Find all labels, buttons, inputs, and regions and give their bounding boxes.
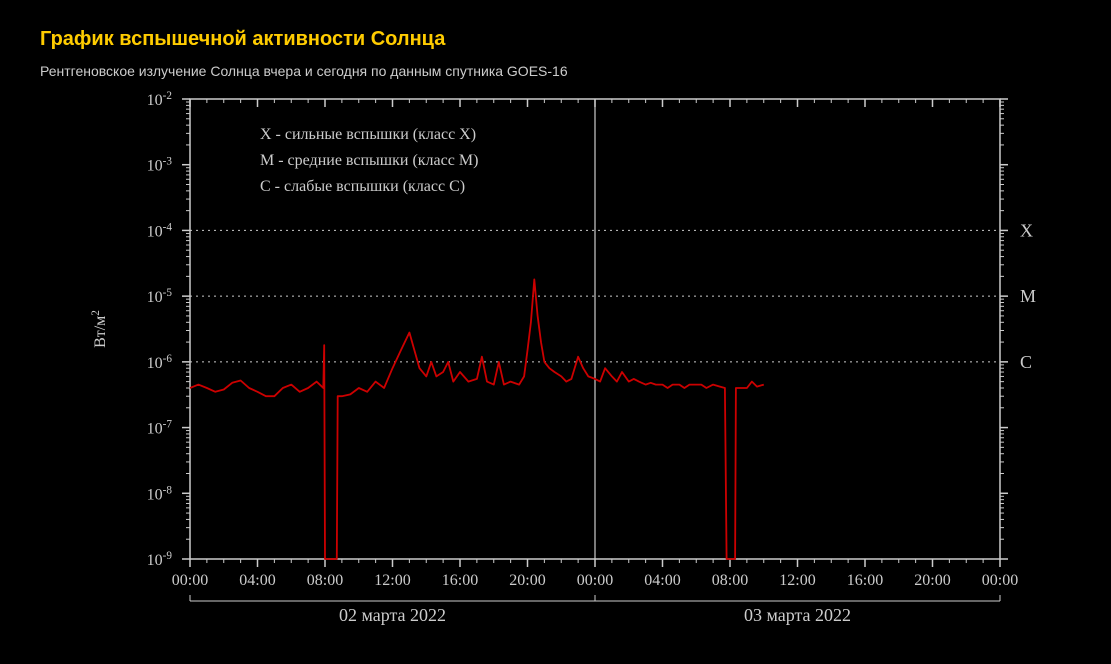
svg-text:10-4: 10-4 xyxy=(147,221,173,240)
svg-text:M: M xyxy=(1020,286,1036,306)
svg-text:00:00: 00:00 xyxy=(577,572,613,589)
chart-svg: 10-9 10-8 10-7 10-6 10-5 10-4 10-3 10-2 Вт/м2 00:… xyxy=(40,89,1040,649)
svg-text:04:00: 04:00 xyxy=(644,572,680,589)
svg-text:10-6: 10-6 xyxy=(147,353,173,372)
svg-text:16:00: 16:00 xyxy=(847,572,883,589)
svg-text:20:00: 20:00 xyxy=(914,572,950,589)
svg-text:00:00: 00:00 xyxy=(982,572,1018,589)
svg-text:X: X xyxy=(1020,220,1033,240)
page-title: График вспышечной активности Солнца xyxy=(40,28,1071,51)
svg-text:10-8: 10-8 xyxy=(147,484,173,503)
svg-text:08:00: 08:00 xyxy=(712,572,748,589)
svg-text:10-3: 10-3 xyxy=(147,156,173,175)
page: График вспышечной активности Солнца Рент… xyxy=(0,0,1111,664)
svg-text:00:00: 00:00 xyxy=(172,572,208,589)
svg-text:12:00: 12:00 xyxy=(374,572,410,589)
chart: 10-9 10-8 10-7 10-6 10-5 10-4 10-3 10-2 Вт/м2 00:… xyxy=(40,89,1040,649)
svg-text:16:00: 16:00 xyxy=(442,572,478,589)
svg-text:10-5: 10-5 xyxy=(147,287,173,306)
svg-text:03 марта 2022: 03 марта 2022 xyxy=(744,605,851,625)
svg-text:M - средние вспышки (класс M): M - средние вспышки (класс M) xyxy=(260,152,478,169)
svg-text:Вт/м2: Вт/м2 xyxy=(90,310,109,348)
page-subtitle: Рентгеновское излучение Солнца вчера и с… xyxy=(40,63,1071,79)
svg-text:10-7: 10-7 xyxy=(147,419,173,438)
svg-text:12:00: 12:00 xyxy=(779,572,815,589)
svg-text:C: C xyxy=(1020,352,1032,372)
svg-text:10-9: 10-9 xyxy=(147,550,173,569)
svg-text:20:00: 20:00 xyxy=(509,572,545,589)
svg-text:10-2: 10-2 xyxy=(147,90,172,109)
svg-text:C - слабые вспышки (класс C): C - слабые вспышки (класс C) xyxy=(260,178,465,195)
svg-text:04:00: 04:00 xyxy=(239,572,275,589)
svg-text:X - сильные вспышки (класс X): X - сильные вспышки (класс X) xyxy=(260,126,476,143)
svg-text:08:00: 08:00 xyxy=(307,572,343,589)
svg-text:02 марта 2022: 02 марта 2022 xyxy=(339,605,446,625)
